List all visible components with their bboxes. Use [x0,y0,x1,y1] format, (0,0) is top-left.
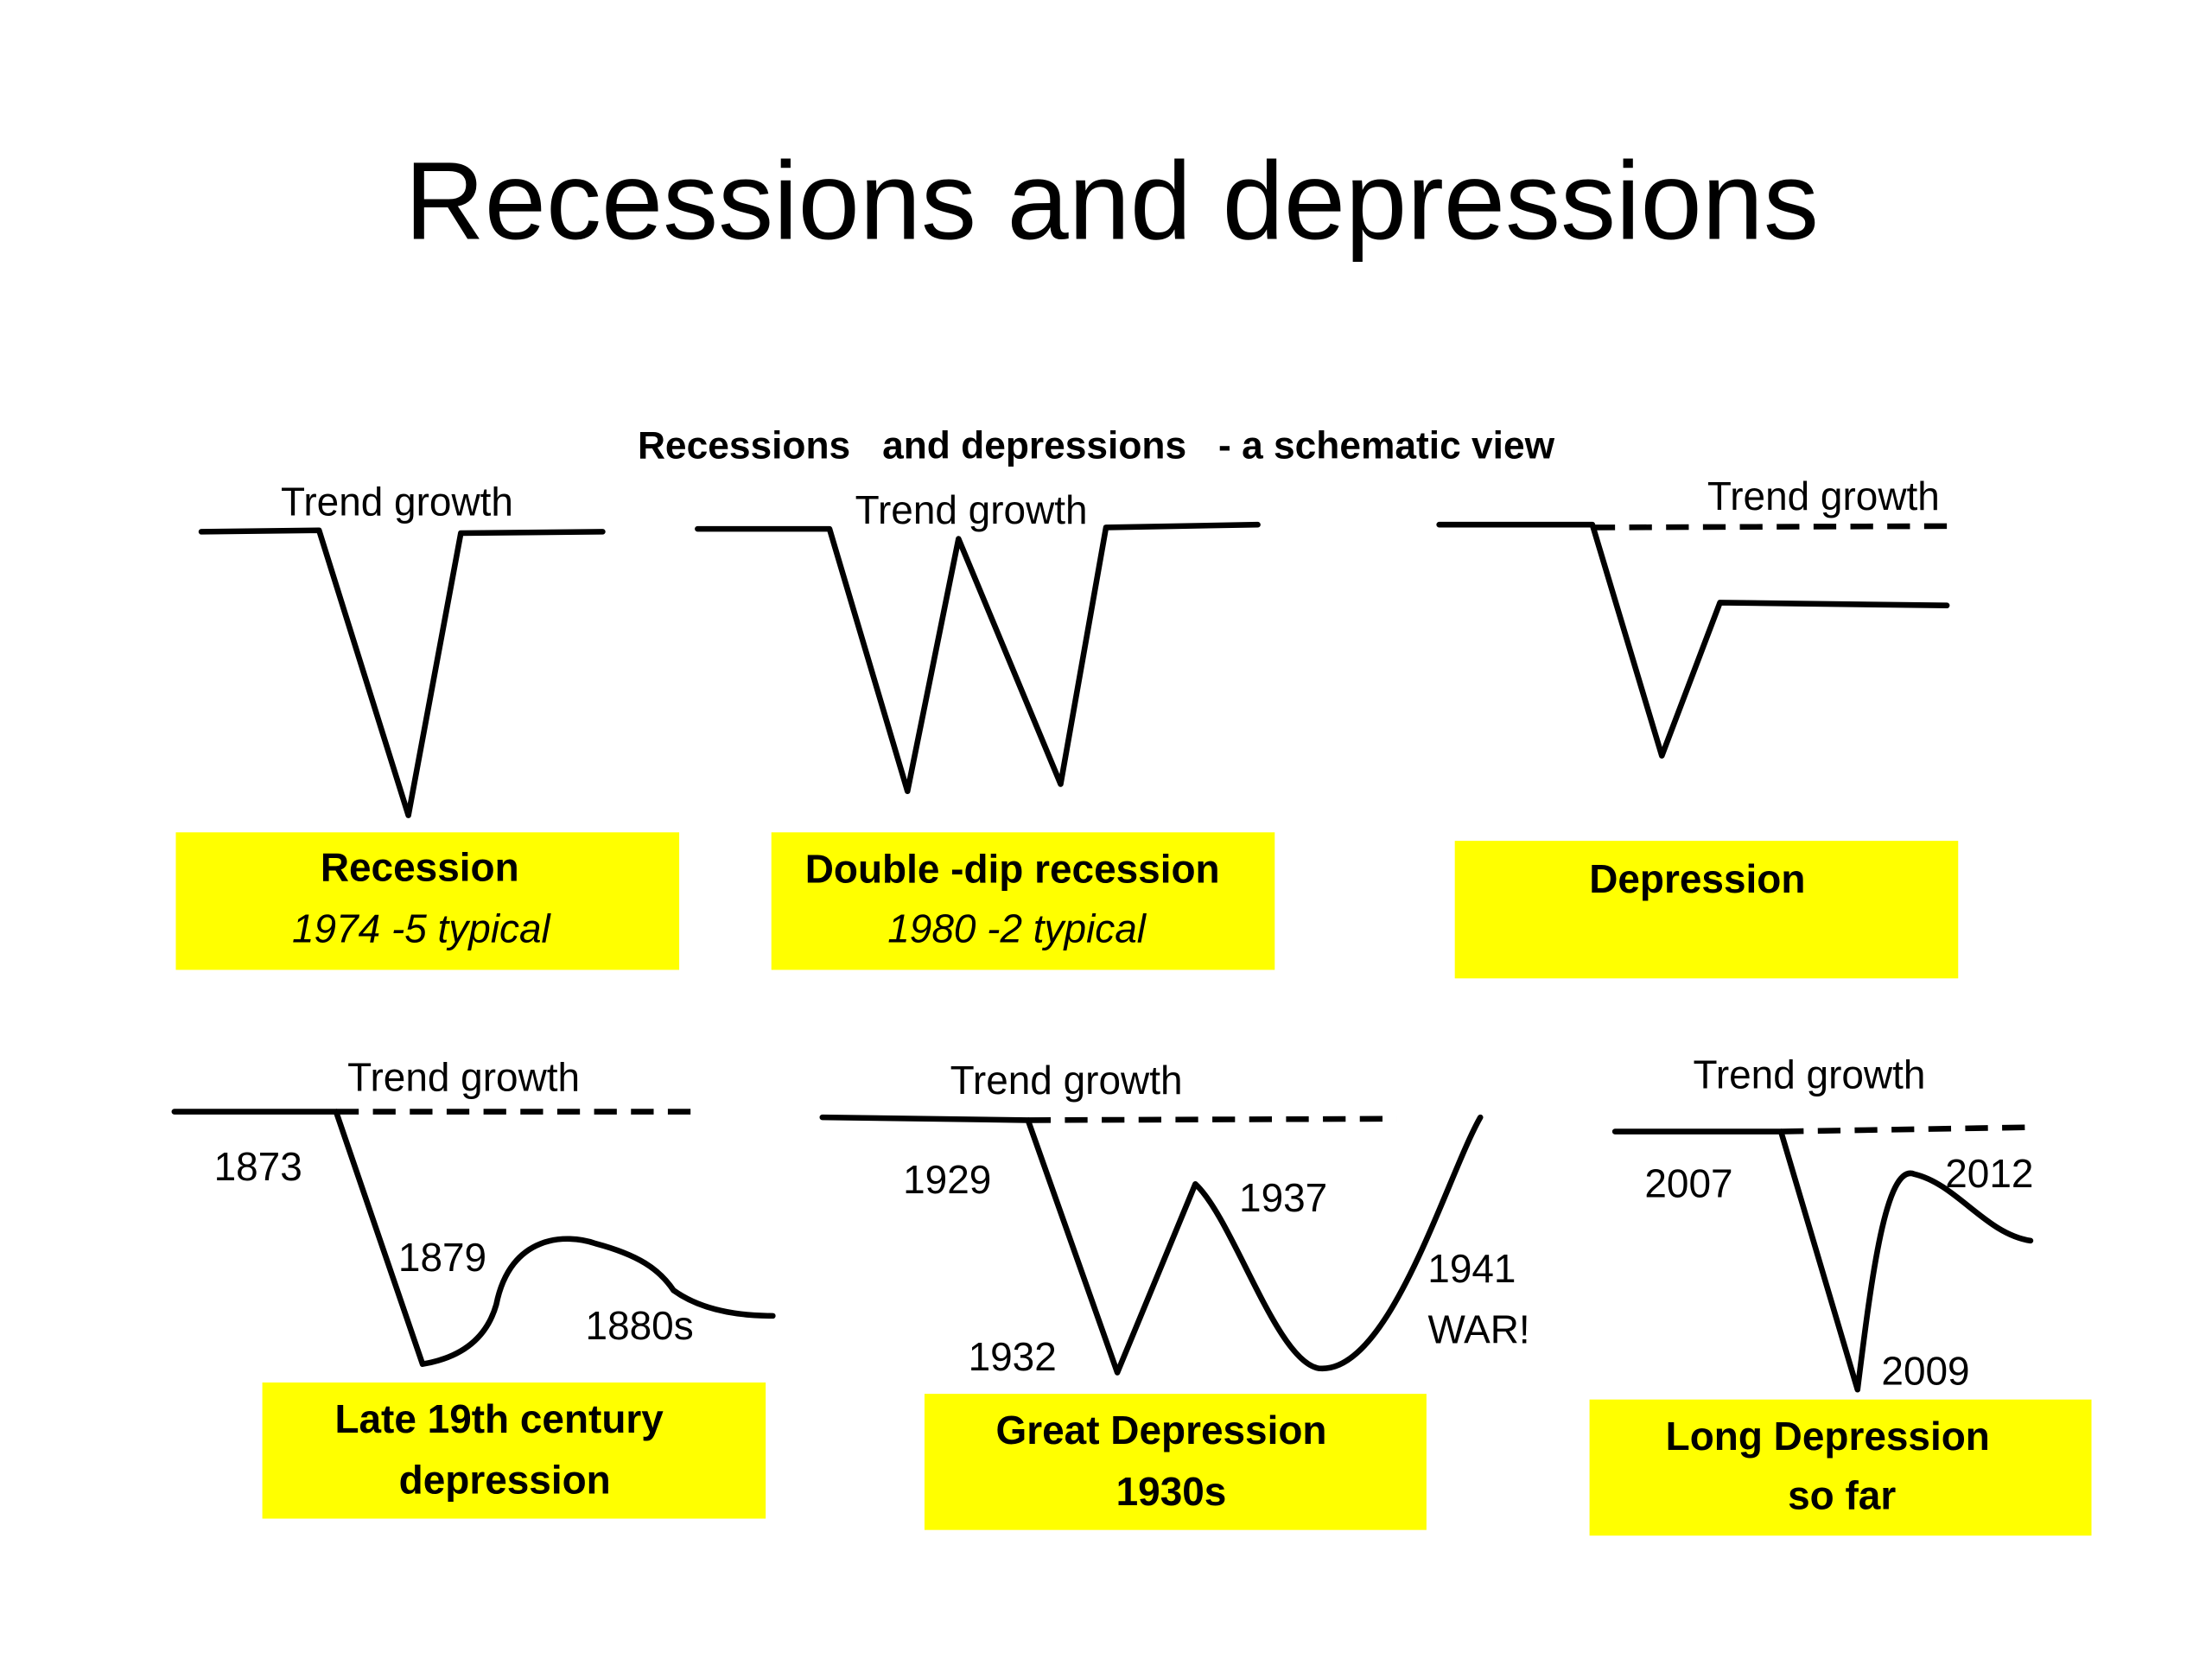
caption-box [262,1382,766,1519]
double-dip-curve [695,521,1261,794]
trend-line [1592,523,1957,531]
caption-note: 1980 -2 typical [887,906,1147,950]
subtitle: Recessions and depressions - a schematic… [638,424,1555,467]
caption: Late 19th century [334,1396,664,1441]
trend-label: Trend growth [855,487,1088,532]
year-label: 2012 [1945,1151,2033,1196]
trend-label: Trend growth [347,1055,580,1100]
caption-box [175,832,680,970]
trend-label: Trend growth [1707,474,1940,518]
caption: Double -dip recession [805,846,1220,891]
year-label: WAR! [1427,1307,1529,1352]
year-label: 1873 [214,1144,302,1189]
late-19th-curve [171,1109,776,1367]
trend-label: Trend growth [281,479,513,524]
year-label: 1941 [1427,1246,1516,1291]
year-label: 1880s [586,1303,694,1348]
caption: depression [399,1458,611,1503]
caption-box [1589,1399,2092,1536]
trend-line [1027,1116,1397,1123]
great-depression-curve [819,1114,1484,1376]
caption-note: 1974 -5 typical [292,906,552,950]
long-depression-curve [1611,1128,2034,1393]
caption-box [771,832,1275,970]
year-label: 1932 [969,1334,1057,1379]
caption: so far [1788,1473,1896,1518]
trend-label: Trend growth [1693,1052,1925,1096]
slide-title: Recessions and depressions [404,140,1819,264]
caption-box [1454,841,1959,979]
caption: Depression [1589,856,1805,901]
caption: 1930s [1116,1469,1227,1514]
caption: Long Depression [1666,1414,1990,1459]
depression-curve [1436,521,1950,759]
year-label: 1937 [1239,1175,1327,1220]
trend-line [1781,1124,2031,1135]
year-label: 2007 [1644,1161,1732,1206]
recession-curve [198,527,606,818]
year-label: 1929 [903,1157,991,1202]
caption-box [924,1394,1427,1530]
trend-label: Trend growth [950,1058,1183,1103]
caption: Recession [321,845,519,890]
caption: Great Depression [996,1408,1327,1452]
year-label: 1879 [398,1235,486,1280]
year-label: 2009 [1881,1348,1969,1393]
